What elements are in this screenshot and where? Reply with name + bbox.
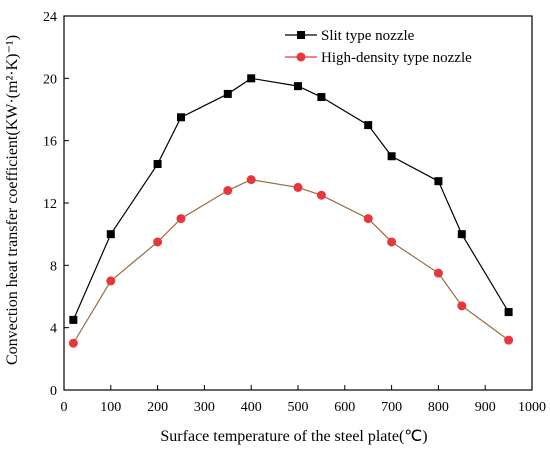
data-point-square [177, 113, 185, 122]
data-point-circle [363, 214, 373, 224]
data-point-circle [457, 301, 467, 311]
data-point-square [294, 82, 302, 91]
data-point-circle [316, 190, 326, 200]
data-point-circle [106, 276, 116, 286]
data-point-square [317, 93, 326, 102]
data-point-circle [68, 338, 78, 348]
data-point-square [387, 152, 396, 161]
series-layer [68, 74, 514, 348]
data-point-square [69, 315, 78, 324]
y-tick-label: 24 [43, 10, 57, 25]
plot-frame [63, 15, 533, 391]
data-point-circle [153, 237, 163, 247]
y-tick-label: 8 [50, 259, 57, 274]
x-tick-label: 600 [334, 400, 355, 415]
data-point-square [364, 121, 373, 130]
y-axis-title: Convection heat transfer coefficient(KW·… [4, 35, 21, 365]
x-tick-label: 700 [381, 400, 402, 415]
data-point-circle [246, 175, 256, 185]
y-tick-label: 20 [43, 72, 57, 87]
series-line-1 [72, 77, 510, 321]
y-tick-label: 4 [50, 322, 57, 337]
y-tick-label: 0 [50, 384, 57, 399]
x-tick-label: 300 [194, 400, 215, 415]
data-point-square [434, 177, 443, 186]
axis-ticks: 0 100 200 300 400 500 600 700 800 900 1000 0 4 8 12 16 2… [43, 10, 546, 415]
data-point-circle [387, 237, 397, 247]
x-tick-label: 1000 [518, 400, 546, 415]
x-tick-label: 400 [241, 400, 262, 415]
x-tick-label: 100 [100, 400, 121, 415]
x-tick-label: 0 [61, 400, 68, 415]
data-point-circle [433, 268, 443, 278]
plot-area [63, 15, 533, 391]
y-tick-label: 12 [43, 197, 57, 212]
data-point-square [457, 230, 466, 239]
x-axis-title: Surface temperature of the steel plate(℃… [160, 428, 427, 445]
data-point-circle [293, 182, 303, 192]
x-tick-label: 500 [288, 400, 309, 415]
x-tick-label: 800 [428, 400, 449, 415]
data-point-square [504, 308, 513, 317]
y-tick-label: 16 [43, 135, 57, 150]
data-point-square [247, 74, 256, 83]
legend-marker-square [297, 31, 305, 39]
legend-label-high-density: High-density type nozzle [321, 50, 472, 66]
data-point-circle [223, 186, 233, 196]
data-point-square [223, 89, 232, 98]
data-point-square [106, 230, 115, 239]
legend-label-slit: Slit type nozzle [321, 28, 415, 44]
data-point-circle [176, 214, 186, 224]
x-tick-label: 900 [475, 400, 496, 415]
x-tick-label: 200 [147, 400, 168, 415]
data-point-square [153, 160, 162, 169]
series-line-2 [72, 179, 509, 344]
legend: Slit type nozzle High-density type nozzl… [285, 28, 472, 66]
legend-marker-circle [296, 52, 306, 62]
data-point-circle [504, 335, 514, 345]
